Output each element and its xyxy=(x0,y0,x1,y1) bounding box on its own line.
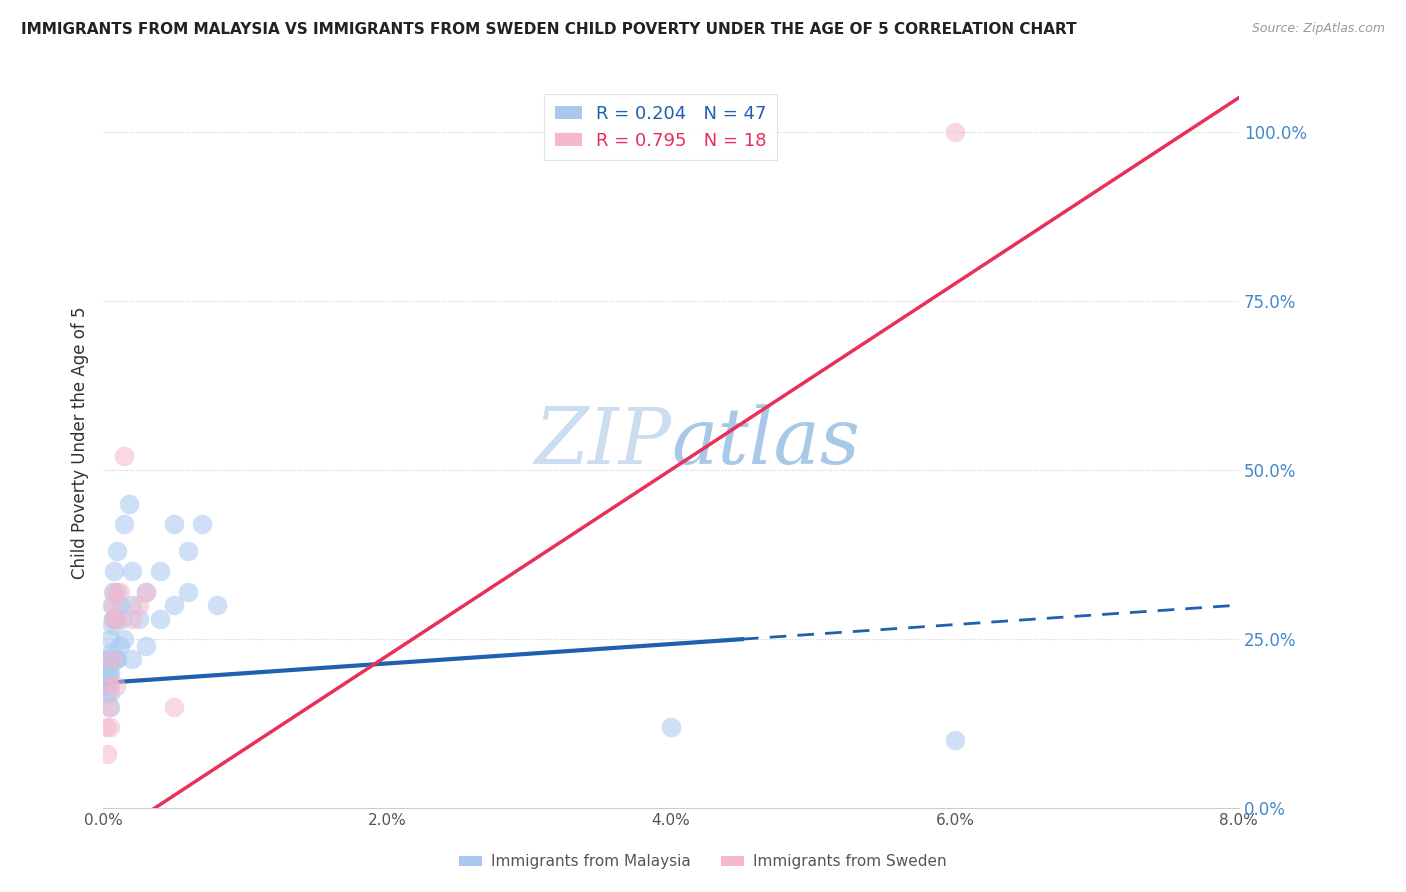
Y-axis label: Child Poverty Under the Age of 5: Child Poverty Under the Age of 5 xyxy=(72,307,89,579)
Point xyxy=(96,652,118,666)
Point xyxy=(98,720,121,734)
Point xyxy=(135,584,157,599)
Point xyxy=(205,598,228,612)
Text: atlas: atlas xyxy=(671,405,859,481)
Point xyxy=(101,612,124,626)
Point xyxy=(100,645,122,659)
Legend: R = 0.204   N = 47, R = 0.795   N = 18: R = 0.204 N = 47, R = 0.795 N = 18 xyxy=(544,94,778,161)
Point xyxy=(149,612,172,626)
Point xyxy=(94,679,117,693)
Point xyxy=(112,516,135,531)
Point xyxy=(105,612,128,626)
Point xyxy=(104,652,127,666)
Point xyxy=(98,652,121,666)
Point xyxy=(118,497,141,511)
Point xyxy=(110,612,132,626)
Point xyxy=(98,679,121,693)
Point xyxy=(98,632,121,646)
Point xyxy=(104,612,127,626)
Point xyxy=(98,699,121,714)
Point xyxy=(94,720,117,734)
Point xyxy=(100,618,122,632)
Point xyxy=(105,544,128,558)
Text: ZIP: ZIP xyxy=(534,405,671,481)
Point xyxy=(105,652,128,666)
Point xyxy=(943,733,966,747)
Point xyxy=(94,665,117,680)
Point xyxy=(135,584,157,599)
Point xyxy=(163,598,186,612)
Point xyxy=(112,632,135,646)
Point xyxy=(191,516,214,531)
Point xyxy=(101,584,124,599)
Point xyxy=(108,639,131,653)
Point xyxy=(163,516,186,531)
Point xyxy=(101,612,124,626)
Point xyxy=(101,598,124,612)
Point xyxy=(98,665,121,680)
Text: IMMIGRANTS FROM MALAYSIA VS IMMIGRANTS FROM SWEDEN CHILD POVERTY UNDER THE AGE O: IMMIGRANTS FROM MALAYSIA VS IMMIGRANTS F… xyxy=(21,22,1077,37)
Point xyxy=(128,598,150,612)
Point xyxy=(105,584,128,599)
Point xyxy=(96,686,118,700)
Point xyxy=(659,720,682,734)
Point xyxy=(103,612,125,626)
Point xyxy=(100,652,122,666)
Point xyxy=(121,652,143,666)
Point xyxy=(128,612,150,626)
Point xyxy=(177,544,200,558)
Point xyxy=(104,679,127,693)
Point xyxy=(177,584,200,599)
Point xyxy=(121,564,143,578)
Point xyxy=(112,450,135,464)
Point xyxy=(97,665,120,680)
Point xyxy=(121,612,143,626)
Point xyxy=(943,124,966,138)
Point xyxy=(97,652,120,666)
Point xyxy=(121,598,143,612)
Point xyxy=(97,679,120,693)
Point xyxy=(96,747,118,761)
Point xyxy=(98,686,121,700)
Text: Source: ZipAtlas.com: Source: ZipAtlas.com xyxy=(1251,22,1385,36)
Point xyxy=(101,652,124,666)
Point xyxy=(97,699,120,714)
Point xyxy=(100,598,122,612)
Point xyxy=(135,639,157,653)
Legend: Immigrants from Malaysia, Immigrants from Sweden: Immigrants from Malaysia, Immigrants fro… xyxy=(453,848,953,875)
Point xyxy=(108,598,131,612)
Point xyxy=(103,584,125,599)
Point xyxy=(108,584,131,599)
Point xyxy=(163,699,186,714)
Point xyxy=(103,564,125,578)
Point xyxy=(149,564,172,578)
